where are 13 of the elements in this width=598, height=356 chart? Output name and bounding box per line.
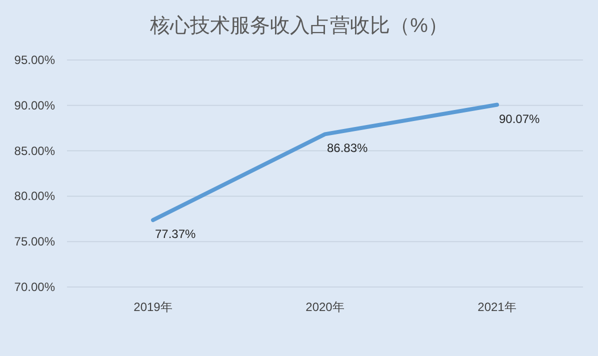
data-label: 77.37%	[155, 227, 196, 242]
y-tick-label: 85.00%	[14, 144, 56, 158]
y-tick-label: 95.00%	[14, 53, 56, 67]
data-label: 86.83%	[327, 141, 368, 156]
x-tick-label: 2021年	[478, 300, 516, 314]
data-label: 90.07%	[499, 112, 540, 126]
x-tick-label: 2019年	[134, 300, 172, 314]
y-tick-label: 75.00%	[14, 234, 56, 249]
y-tick-label: 90.00%	[14, 98, 56, 112]
y-tick-label: 70.00%	[14, 280, 56, 294]
x-tick-label: 2020年	[306, 300, 344, 314]
chart-title: 核心技术服务收入占营收比（%）	[149, 15, 448, 37]
y-tick-label: 80.00%	[14, 189, 56, 204]
